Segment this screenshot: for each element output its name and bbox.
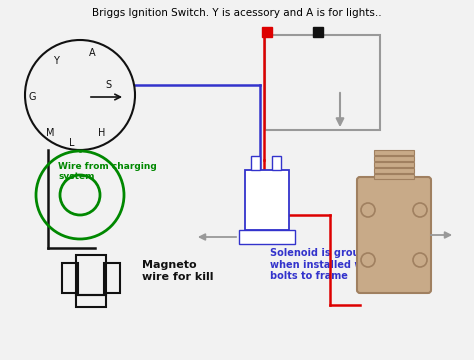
Text: Y: Y (53, 56, 59, 66)
Bar (76, 255, 106, 295)
Bar (374, 156, 414, 161)
Bar (251, 156, 260, 170)
Bar (245, 170, 289, 230)
Bar (76, 295, 106, 307)
Bar (374, 162, 414, 167)
Bar (262, 27, 272, 37)
FancyBboxPatch shape (357, 177, 431, 293)
Text: S: S (105, 80, 111, 90)
Text: Wire from charging
system: Wire from charging system (58, 162, 157, 181)
Text: Magneto
wire for kill: Magneto wire for kill (142, 260, 213, 282)
Text: A: A (89, 48, 95, 58)
Bar (239, 230, 295, 244)
Bar (374, 174, 414, 179)
Bar (265, 35, 380, 130)
Bar (62, 263, 78, 293)
Bar (272, 156, 281, 170)
Bar (374, 150, 414, 155)
Bar (374, 168, 414, 173)
Text: Solenoid is grounded
when installed with
bolts to frame: Solenoid is grounded when installed with… (270, 248, 387, 281)
Text: Briggs Ignition Switch. Y is acessory and A is for lights..: Briggs Ignition Switch. Y is acessory an… (92, 8, 382, 18)
Text: M: M (46, 128, 54, 138)
Bar (313, 27, 323, 37)
Text: L: L (69, 138, 75, 148)
Bar (104, 263, 120, 293)
Text: G: G (28, 92, 36, 102)
Text: H: H (98, 128, 106, 138)
